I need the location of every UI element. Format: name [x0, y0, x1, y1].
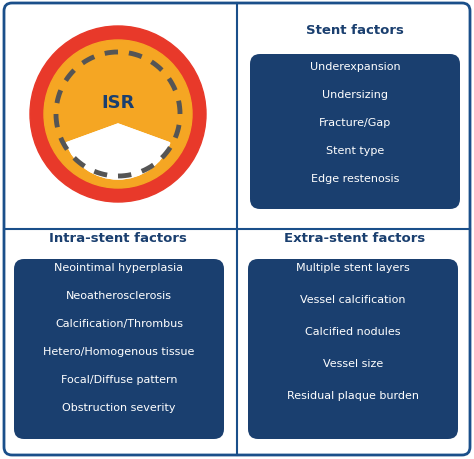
- Text: Multiple stent layers: Multiple stent layers: [296, 263, 410, 272]
- Text: Calcified nodules: Calcified nodules: [305, 326, 401, 336]
- FancyBboxPatch shape: [4, 4, 470, 455]
- Wedge shape: [66, 125, 170, 179]
- Circle shape: [44, 41, 192, 189]
- Text: Focal/Diffuse pattern: Focal/Diffuse pattern: [61, 374, 177, 384]
- Text: Extra-stent factors: Extra-stent factors: [284, 231, 426, 244]
- FancyBboxPatch shape: [14, 259, 224, 439]
- Text: Fracture/Gap: Fracture/Gap: [319, 118, 391, 128]
- Text: Residual plaque burden: Residual plaque burden: [287, 390, 419, 400]
- Text: Underexpansion: Underexpansion: [310, 62, 401, 72]
- FancyBboxPatch shape: [250, 55, 460, 210]
- Text: Vessel size: Vessel size: [323, 358, 383, 368]
- Text: Stent type: Stent type: [326, 146, 384, 156]
- Text: Obstruction severity: Obstruction severity: [62, 402, 176, 412]
- Circle shape: [30, 27, 206, 202]
- Text: Calcification/Thrombus: Calcification/Thrombus: [55, 318, 183, 328]
- Text: Neointimal hyperplasia: Neointimal hyperplasia: [55, 263, 183, 272]
- Text: Undersizing: Undersizing: [322, 90, 388, 100]
- Text: Intra-stent factors: Intra-stent factors: [49, 231, 187, 244]
- Text: Hetero/Homogenous tissue: Hetero/Homogenous tissue: [43, 346, 195, 356]
- Text: ISR: ISR: [101, 94, 135, 112]
- FancyBboxPatch shape: [248, 259, 458, 439]
- Text: Edge restenosis: Edge restenosis: [311, 174, 399, 184]
- Text: Vessel calcification: Vessel calcification: [300, 294, 406, 304]
- Text: Stent factors: Stent factors: [306, 23, 404, 36]
- Wedge shape: [66, 125, 170, 179]
- Text: Neoatherosclerosis: Neoatherosclerosis: [66, 291, 172, 300]
